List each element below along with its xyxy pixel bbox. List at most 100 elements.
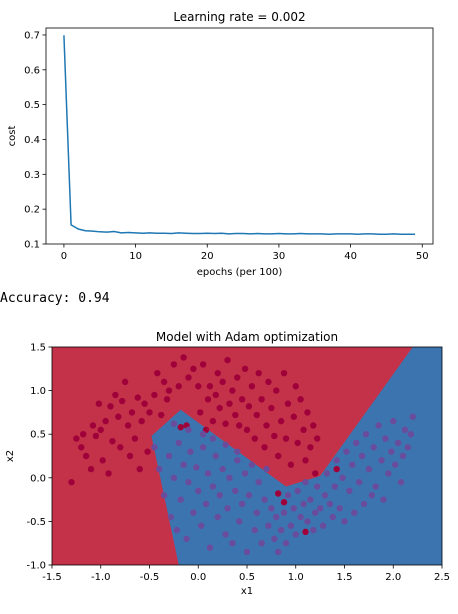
point-class0 xyxy=(245,403,253,410)
chart1-x-ticks: 0 10 20 30 40 50 xyxy=(61,244,429,262)
point-class1 xyxy=(187,448,194,455)
point-class0 xyxy=(115,413,122,420)
point-class0 xyxy=(68,478,75,486)
point-class1 xyxy=(226,474,233,481)
point-class0 xyxy=(287,461,295,468)
point-class1 xyxy=(229,540,236,547)
point-class0 xyxy=(226,400,233,407)
point-class0 xyxy=(261,444,268,451)
point-class1 xyxy=(362,431,370,438)
point-class1 xyxy=(255,478,262,486)
y-tick-label: -0.5 xyxy=(26,517,46,528)
point-class1 xyxy=(209,483,217,490)
point-class1 xyxy=(238,500,246,508)
point-class1 xyxy=(183,535,190,543)
point-class1 xyxy=(297,513,304,521)
point-class0 xyxy=(251,435,258,442)
point-class1 xyxy=(316,505,324,512)
point-class0 xyxy=(185,374,192,381)
x-tick-label: 40 xyxy=(344,251,357,262)
point-class0 xyxy=(307,444,314,451)
point-class1 xyxy=(222,441,229,448)
point-class0 xyxy=(109,437,116,445)
point-class0 xyxy=(209,417,217,425)
cost-line xyxy=(63,35,416,236)
point-class0 xyxy=(80,431,87,438)
point-class0 xyxy=(292,383,299,390)
scatter-points xyxy=(68,354,416,556)
point-class1 xyxy=(224,505,231,512)
point-class0 xyxy=(258,396,265,403)
x-tick-label: 1.5 xyxy=(337,572,353,583)
y-tick-label: 0.4 xyxy=(24,135,40,146)
point-class1 xyxy=(307,496,314,503)
point-class1 xyxy=(321,492,329,499)
y-tick-label: -1.0 xyxy=(26,561,46,572)
point-class0 xyxy=(190,365,197,372)
point-class1 xyxy=(156,465,163,473)
point-class0 xyxy=(243,426,251,434)
point-class0 xyxy=(102,417,109,425)
point-class1 xyxy=(390,417,397,425)
point-class1 xyxy=(216,492,223,499)
point-class0 xyxy=(165,387,173,394)
point-class0 xyxy=(117,444,124,451)
point-class1 xyxy=(409,413,416,420)
point-class1 xyxy=(290,505,297,512)
point-class0 xyxy=(146,409,153,416)
point-class1 xyxy=(404,444,412,451)
point-class1 xyxy=(185,478,192,486)
point-class1 xyxy=(170,420,178,427)
point-class1 xyxy=(304,518,311,525)
point-class1 xyxy=(368,492,375,499)
point-class1 xyxy=(251,526,258,534)
point-class0 xyxy=(134,394,141,401)
x-tick-label: 2.5 xyxy=(434,572,450,583)
point-class0 xyxy=(121,378,129,386)
decision-boundary-chart: Model with Adam optimization -1.5 -1.0 -0.… xyxy=(5,330,450,597)
point-class1 xyxy=(375,422,382,429)
point-class1 xyxy=(234,457,241,464)
point-class0 xyxy=(126,452,134,460)
point-class1 xyxy=(287,522,295,529)
point-class1 xyxy=(199,431,207,438)
point-class0 xyxy=(300,426,307,434)
point-class1 xyxy=(399,452,407,460)
point-class1 xyxy=(234,448,241,455)
point-class1 xyxy=(349,461,356,468)
point-class1 xyxy=(401,426,409,434)
point-class1 xyxy=(346,487,353,495)
point-class1 xyxy=(388,448,395,455)
point-class0 xyxy=(314,435,321,442)
point-class1 xyxy=(407,431,414,438)
point-class0 xyxy=(154,369,161,377)
point-class1 xyxy=(243,548,251,556)
point-class1 xyxy=(241,470,249,477)
point-class0 xyxy=(138,417,145,425)
point-class0 xyxy=(275,490,282,497)
point-class1 xyxy=(380,496,387,503)
point-class0 xyxy=(177,424,184,431)
point-class0 xyxy=(212,391,219,399)
point-class0 xyxy=(112,391,119,399)
point-class0 xyxy=(263,422,270,429)
point-class0 xyxy=(73,435,80,442)
point-class1 xyxy=(212,452,219,460)
point-class0 xyxy=(199,361,207,368)
y-tick-label: 0.3 xyxy=(24,170,40,181)
x-tick-label: -1.5 xyxy=(42,572,62,583)
point-class0 xyxy=(222,420,229,427)
cost-line-chart: Learning rate = 0.002 0.1 0.2 0.3 0.4 0.5 0.6… xyxy=(7,10,434,278)
point-class0 xyxy=(124,422,132,429)
accuracy-output: Accuracy: 0.94 xyxy=(0,291,110,306)
point-class0 xyxy=(294,439,301,447)
point-class0 xyxy=(248,383,256,390)
point-class0 xyxy=(312,470,319,477)
x-tick-label: 0.5 xyxy=(239,572,255,583)
chart2-x-ticks: -1.5 -1.0 -0.5 0.0 0.5 1.0 1.5 2.0 2.5 xyxy=(42,565,450,583)
y-tick-label: 1.5 xyxy=(30,343,46,354)
point-class0 xyxy=(216,404,223,412)
point-class1 xyxy=(245,492,253,499)
chart1-ylabel: cost xyxy=(7,126,18,147)
point-class0 xyxy=(195,383,202,390)
